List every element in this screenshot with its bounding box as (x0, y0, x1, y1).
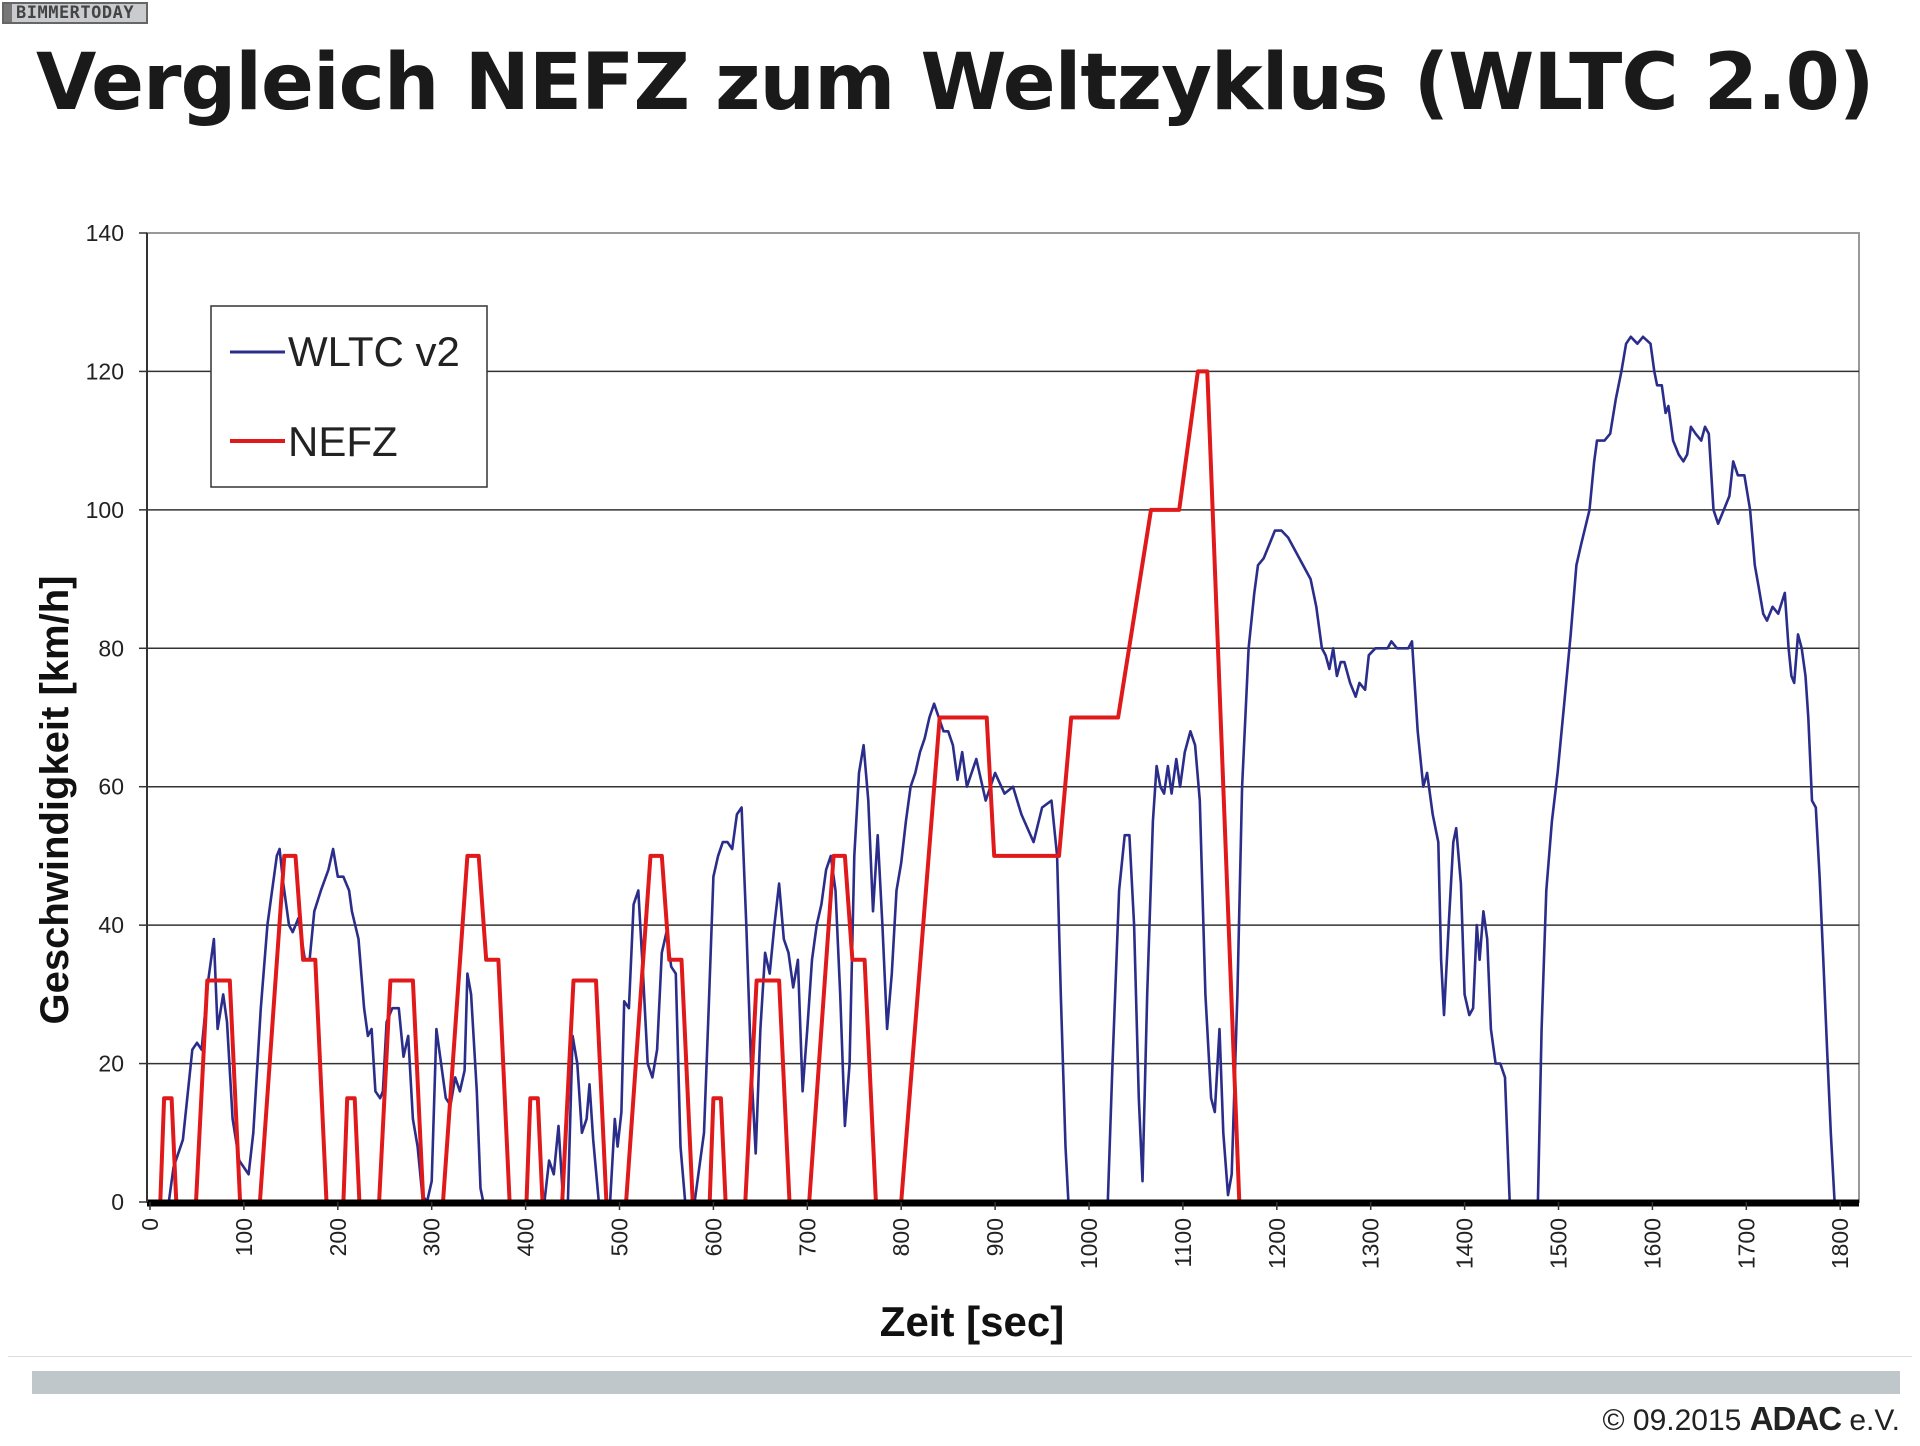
legend-label-wltc: WLTC v2 (288, 328, 460, 375)
y-tick-label: 140 (86, 220, 124, 246)
footer-bar (32, 1371, 1900, 1394)
legend-label-nefz: NEFZ (288, 418, 398, 465)
footer-divider (8, 1356, 1912, 1357)
footer-brand-logo: ADAC (1749, 1400, 1842, 1437)
x-tick-label: 1000 (1076, 1218, 1102, 1269)
y-tick-label: 120 (86, 358, 124, 384)
x-tick-label: 700 (794, 1218, 820, 1256)
footer-copyright: © 09.2015 (1602, 1404, 1742, 1437)
x-tick-label: 600 (700, 1218, 726, 1256)
y-tick-label: 60 (98, 774, 124, 800)
x-tick-label: 800 (888, 1218, 914, 1256)
page-title: Vergleich NEFZ zum Weltzyklus (WLTC 2.0) (36, 38, 1875, 128)
y-tick-label: 80 (98, 635, 124, 661)
y-axis-title: Geschwindigkeit [km/h] (33, 576, 77, 1025)
x-tick-label: 1500 (1546, 1218, 1572, 1269)
gridlines (146, 232, 1860, 1203)
footer-credit: © 09.2015 ADAC e.V. (1602, 1400, 1900, 1438)
watermark-text: BIMMERTODAY (16, 3, 135, 23)
x-tick-label: 500 (607, 1218, 633, 1256)
x-tick-label: 1700 (1733, 1218, 1759, 1269)
y-tick-label: 100 (86, 497, 124, 523)
watermark-badge: BIMMERTODAY (2, 2, 148, 24)
x-tick-label: 200 (325, 1218, 351, 1256)
x-tick-label: 900 (982, 1218, 1008, 1256)
legend: WLTC v2 NEFZ (210, 305, 488, 488)
y-tick-label: 0 (111, 1189, 124, 1215)
y-tick-label: 20 (98, 1051, 124, 1077)
y-tick-label: 40 (98, 912, 124, 938)
series-line-wltc-v2 (150, 335, 1841, 1204)
footer-suffix: e.V. (1849, 1404, 1900, 1437)
x-tick-label: 100 (231, 1218, 257, 1256)
x-tick-label: 1300 (1358, 1218, 1384, 1269)
x-tick-label: 400 (513, 1218, 539, 1256)
legend-box (210, 305, 488, 488)
series-line-nefz (150, 369, 1258, 1204)
x-axis-title: Zeit [sec] (880, 1298, 1064, 1345)
x-tick-label: 300 (419, 1218, 445, 1256)
x-tick-label: 1200 (1264, 1218, 1290, 1269)
x-tick-label: 0 (137, 1218, 163, 1231)
x-tick-label: 1800 (1827, 1218, 1853, 1269)
x-tick-label: 1600 (1639, 1218, 1665, 1269)
x-tick-label: 1400 (1452, 1218, 1478, 1269)
x-tick-label: 1100 (1170, 1218, 1196, 1267)
